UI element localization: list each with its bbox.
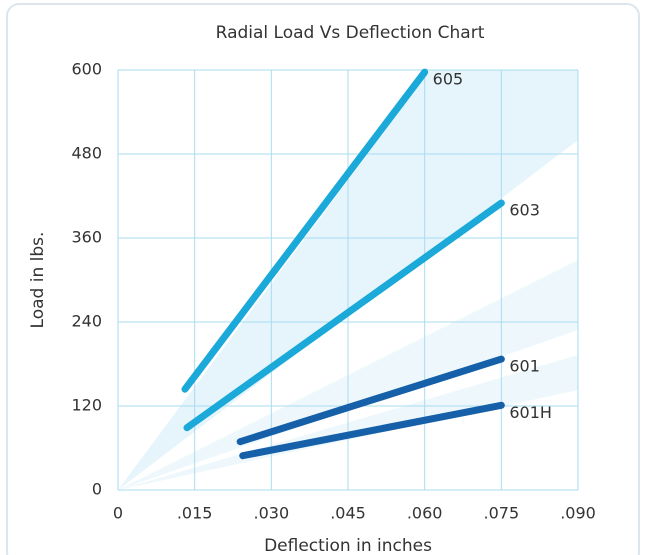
x-tick-label: .030 [254, 504, 290, 523]
y-tick-label: 480 [71, 144, 102, 163]
y-tick-label: 360 [71, 228, 102, 247]
series-label: 601 [509, 357, 540, 376]
y-axis-label: Load in lbs. [28, 232, 48, 329]
line [181, 68, 429, 393]
line [236, 355, 505, 446]
line [239, 401, 505, 460]
chart-title: Radial Load Vs Deflection Chart [216, 23, 485, 43]
x-tick-label: .060 [407, 504, 443, 523]
x-tick-label: 0 [113, 504, 123, 523]
y-tick-label: 0 [92, 480, 102, 499]
y-tick-label: 600 [71, 60, 102, 79]
line [183, 199, 505, 432]
series-label: 605 [433, 70, 464, 89]
series-label: 601H [509, 403, 552, 422]
x-tick-label: .015 [177, 504, 213, 523]
x-axis-label: Deflection in inches [264, 536, 432, 555]
x-tick-label: .075 [484, 504, 520, 523]
y-tick-label: 240 [71, 312, 102, 331]
x-tick-label: .090 [560, 504, 596, 523]
series-label: 603 [509, 201, 540, 220]
y-tick-label: 120 [71, 396, 102, 415]
x-tick-label: .045 [330, 504, 366, 523]
